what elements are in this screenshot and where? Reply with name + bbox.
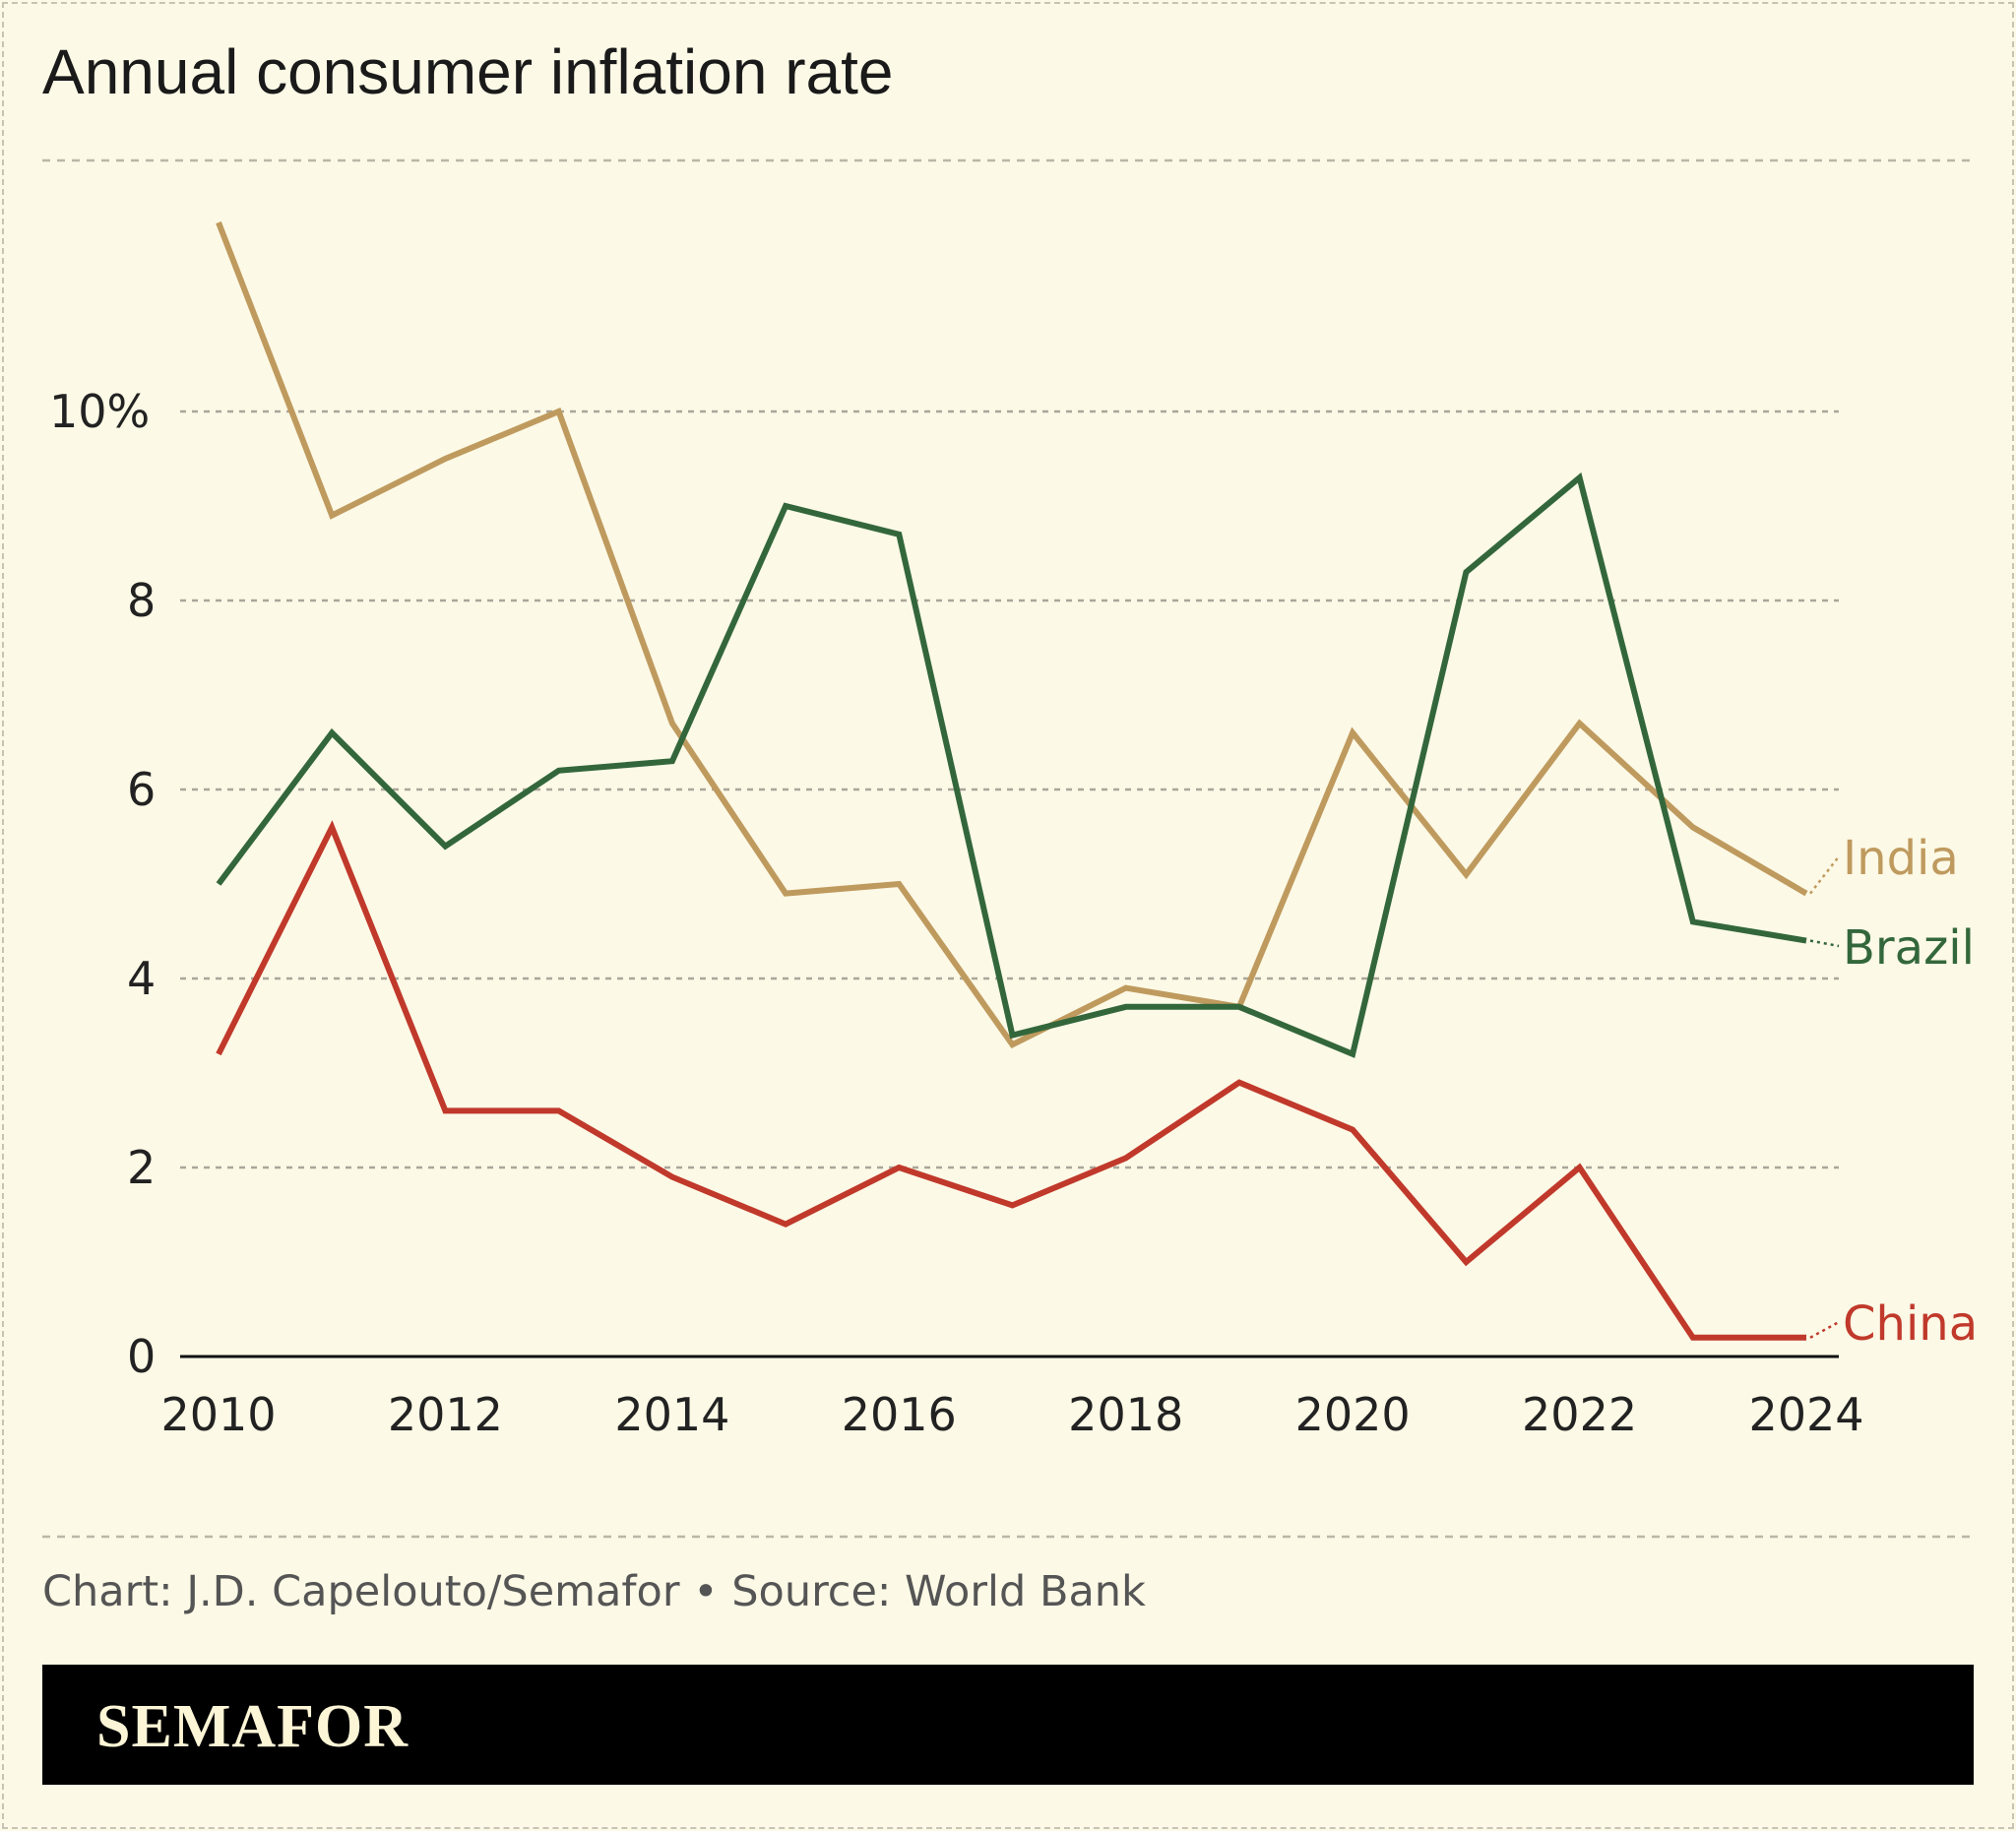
y-tick-label: 2 [127,1141,156,1194]
y-tick-label: 8 [127,574,156,627]
label-connector [1809,1320,1840,1339]
series-label-china: China [1843,1296,1978,1352]
semafor-logo: SEMAFOR [96,1693,409,1760]
x-tick-label: 2020 [1295,1388,1411,1441]
y-tick-label: 4 [127,952,156,1005]
label-connector [1809,939,1840,948]
x-tick-label: 2012 [388,1388,503,1441]
y-tick-label: 0 [127,1330,156,1383]
source-note: Chart: J.D. Capelouto/Semafor • Source: … [42,1567,1146,1616]
series-line-brazil [216,472,1807,1058]
series-label-india: India [1843,831,1959,886]
label-connector [1809,855,1840,895]
x-tick-label: 2014 [614,1388,729,1441]
series-line-china [216,820,1806,1341]
series-label-brazil: Brazil [1843,920,1975,976]
y-tick-label: 6 [127,763,156,816]
series-line-india [216,221,1808,1049]
brand-bar: SEMAFOR [42,1665,1974,1785]
x-tick-label: 2024 [1748,1388,1863,1441]
y-tick-label: 10% [49,385,150,438]
x-tick-label: 2016 [842,1388,957,1441]
x-tick-label: 2010 [160,1388,276,1441]
x-tick-label: 2022 [1522,1388,1637,1441]
x-tick-label: 2018 [1068,1388,1183,1441]
chart-title: Annual consumer inflation rate [42,36,894,107]
